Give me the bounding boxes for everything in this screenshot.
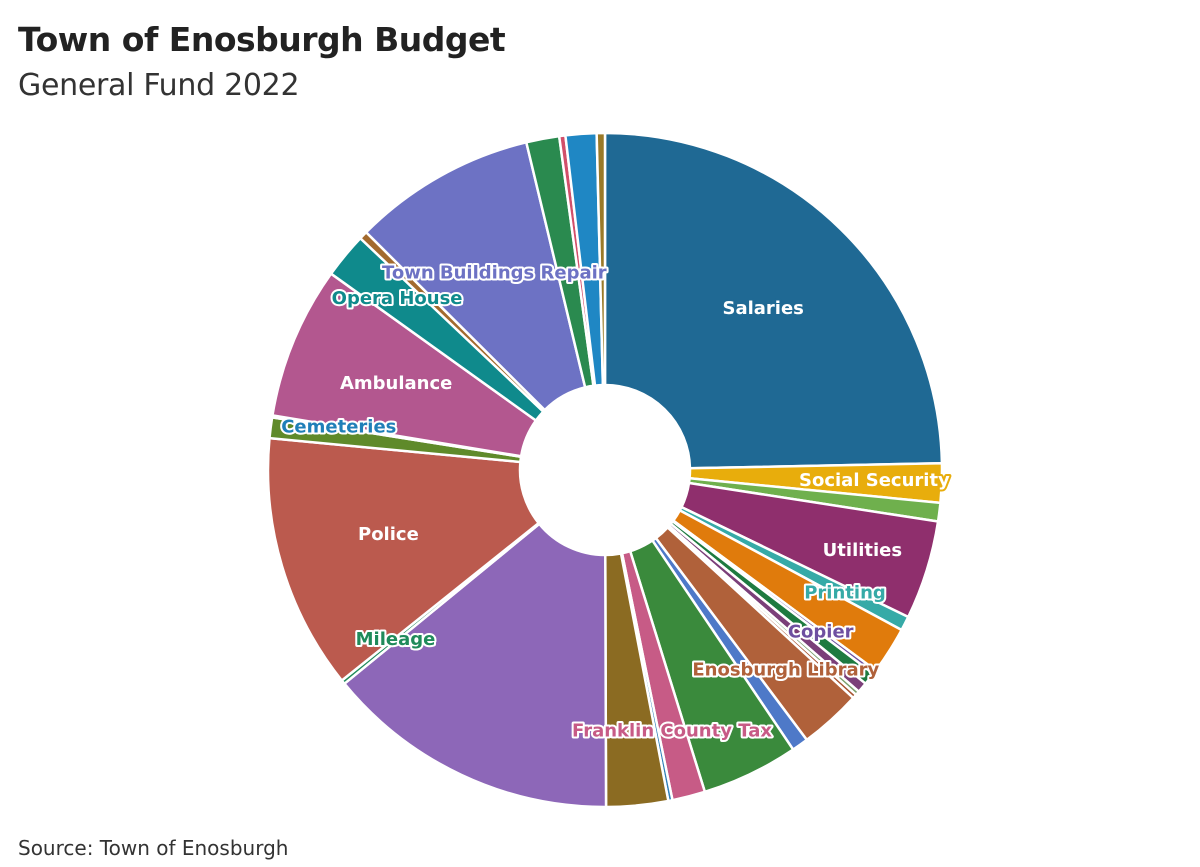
label-police: Police bbox=[358, 524, 419, 545]
label-salaries: Salaries bbox=[722, 298, 803, 319]
slice-town-buildings-repair bbox=[364, 141, 587, 412]
label-cemeteries: Cemeteries bbox=[281, 417, 396, 438]
label-town-buildings-repair: Town Buildings Repair bbox=[382, 262, 607, 283]
chart-subtitle: General Fund 2022 bbox=[18, 68, 300, 103]
label-ambulance: Ambulance bbox=[340, 373, 452, 394]
label-printing: Printing bbox=[804, 582, 886, 603]
label-franklin-county-tax: Franklin County Tax bbox=[572, 721, 772, 742]
donut-labels: Salaries Social Security Utilities Printing… bbox=[279, 260, 952, 743]
slice-ambulance bbox=[271, 272, 538, 458]
label-copier: Copier bbox=[788, 621, 854, 642]
source-note: Source: Town of Enosburgh bbox=[18, 836, 289, 860]
label-social-security: Social Security bbox=[799, 470, 950, 491]
slice-item-18 bbox=[343, 522, 608, 809]
label-enosburgh-library: Enosburgh Library bbox=[692, 660, 879, 681]
chart-title: Town of Enosburgh Budget bbox=[18, 20, 506, 59]
slice-item-30 bbox=[595, 131, 607, 387]
label-mileage: Mileage bbox=[356, 629, 436, 650]
label-utilities: Utilities bbox=[823, 540, 902, 561]
slice-salaries bbox=[603, 131, 944, 470]
slice-police bbox=[266, 436, 540, 682]
label-opera-house: Opera House bbox=[332, 288, 463, 309]
donut-slices bbox=[266, 131, 944, 809]
